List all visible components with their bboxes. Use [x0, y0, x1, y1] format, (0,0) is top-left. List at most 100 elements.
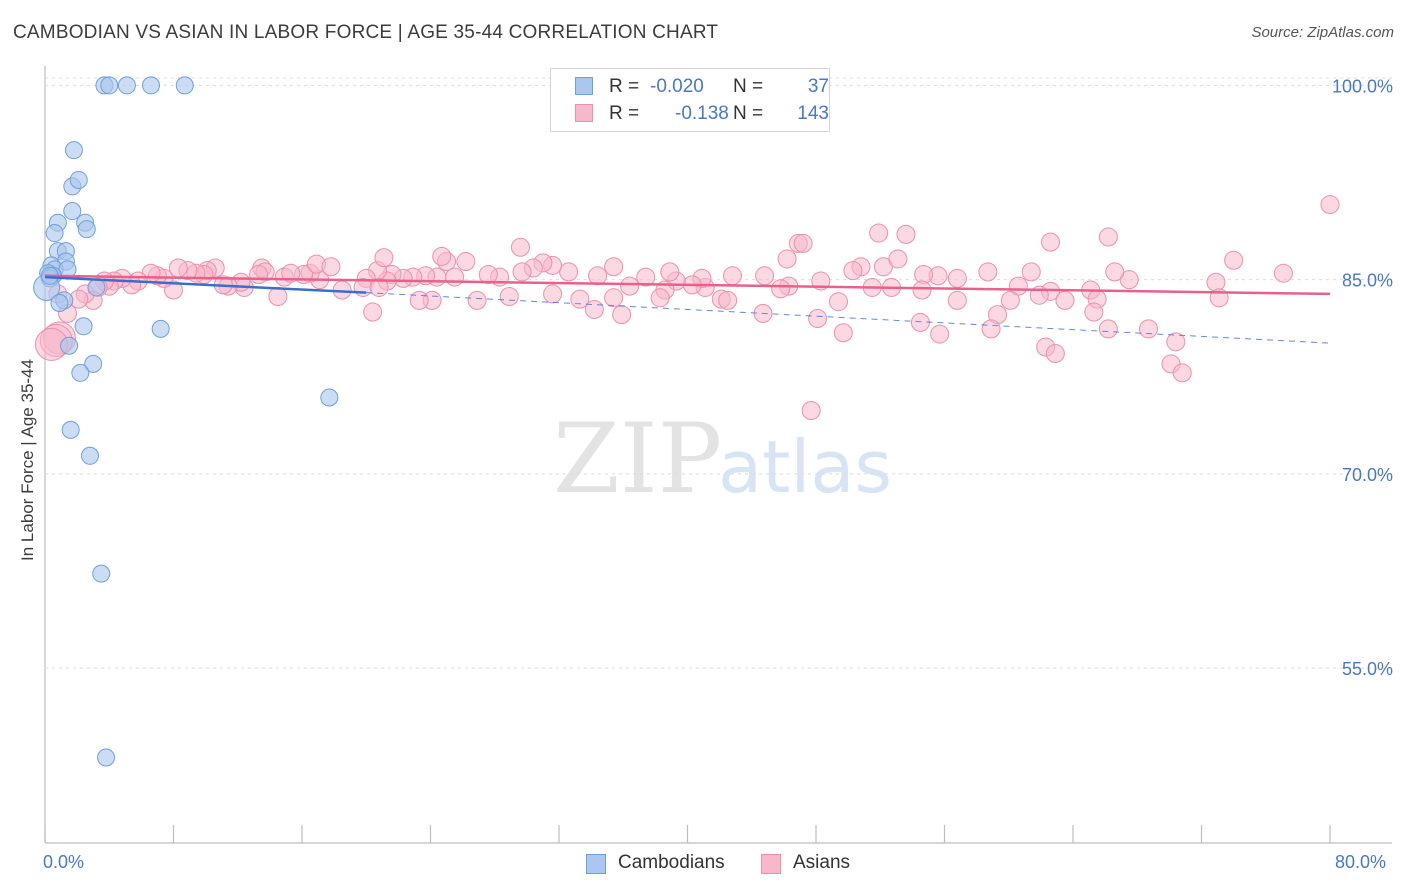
source-label: Source: ZipAtlas.com [1251, 24, 1394, 41]
legend-r-label: R = [609, 103, 640, 124]
legend-n-label: N = [733, 76, 764, 97]
asians-point [843, 261, 863, 281]
cambodians-point [87, 278, 106, 297]
cambodians-trend-line [44, 275, 367, 294]
asians-point [793, 233, 813, 253]
asians-point [512, 262, 532, 282]
asians-point [777, 249, 797, 269]
asians-point [620, 276, 640, 296]
cambodians-point [175, 76, 194, 95]
asians-point [1138, 319, 1158, 339]
asians-point [570, 289, 590, 309]
asians-point [321, 257, 341, 277]
cambodians-legend-swatch [586, 854, 606, 874]
cambodians-point [77, 220, 96, 239]
asians-point [1172, 363, 1192, 383]
asians-point [588, 266, 608, 286]
asians-point [409, 290, 429, 310]
asians-point [1224, 250, 1244, 270]
asians-point [896, 224, 916, 244]
asians-point [432, 246, 452, 266]
asians-point [947, 268, 967, 288]
asians-point [268, 287, 288, 307]
asians-point [1045, 343, 1065, 363]
asians-point [869, 223, 889, 243]
legend-n-value: 143 [797, 103, 829, 124]
cambodians-point [60, 336, 79, 355]
cambodians-point [74, 317, 93, 336]
asians-point [510, 237, 530, 257]
legend-r-value: -0.138 [675, 103, 729, 124]
asians-point [559, 262, 579, 282]
cambodians-point [69, 170, 88, 189]
asians-swatch [575, 104, 593, 122]
cambodians-point [320, 388, 339, 407]
asians-point [369, 277, 389, 297]
watermark-zip: ZIP [553, 403, 722, 515]
chart-title: CAMBODIAN VS ASIAN IN LABOR FORCE | AGE … [13, 22, 719, 43]
cambodians-point [97, 748, 116, 767]
asians-point [499, 287, 519, 307]
cambodians-point [50, 293, 69, 312]
asians-legend-label: Asians [793, 852, 851, 873]
asians-point [1055, 290, 1075, 310]
asians-point [374, 248, 394, 268]
y-tick-label: 85.0% [1342, 271, 1393, 291]
cambodians-point [61, 420, 80, 439]
y-tick-label: 55.0% [1342, 659, 1393, 679]
asians-point [604, 288, 624, 308]
cambodians-point [63, 202, 82, 221]
cambodians-point [142, 76, 161, 95]
asians-point [650, 288, 670, 308]
asians-point [1098, 227, 1118, 247]
asians-point [981, 319, 1001, 339]
asians-point [1098, 319, 1118, 339]
asians-point [808, 309, 828, 329]
cambodians-point [64, 141, 83, 160]
asians-point [930, 324, 950, 344]
cambodians-point [151, 319, 170, 338]
asians-point [978, 262, 998, 282]
cambodians-point [100, 76, 119, 95]
asians-point [1105, 262, 1125, 282]
asians-point [660, 262, 680, 282]
asians-point [363, 302, 383, 322]
y-tick-label: 70.0% [1342, 465, 1393, 485]
legend-n-label: N = [733, 103, 764, 124]
watermark-atlas: atlas [718, 425, 892, 509]
cambodians-point [84, 354, 103, 373]
asians-trend-line [44, 274, 1331, 296]
asians-point [771, 279, 791, 299]
asians-point [1206, 272, 1226, 292]
asians-point [1320, 195, 1340, 215]
asians-point [912, 280, 932, 300]
asians-point [888, 249, 908, 269]
asians-point [1041, 232, 1061, 252]
cambodians-point [80, 446, 99, 465]
x-tick-label-min: 0.0% [43, 852, 85, 872]
asians-point [636, 267, 656, 287]
cambodians-point [71, 363, 90, 382]
asians-point [456, 252, 476, 272]
asians-point [718, 290, 738, 310]
cambodians-swatch [575, 77, 593, 95]
asians-point [722, 266, 742, 286]
asians-point [281, 263, 301, 283]
cambodians-point [117, 76, 136, 95]
asians-point [947, 290, 967, 310]
asians-point [478, 264, 498, 284]
asians-point [1000, 290, 1020, 310]
cambodians-point [45, 224, 64, 243]
legend-r-value: -0.020 [650, 76, 704, 97]
asians-point [249, 264, 269, 284]
asians-point [833, 323, 853, 343]
asians-point [755, 266, 775, 286]
y-tick-label: 100.0% [1332, 76, 1393, 96]
asians-point [1084, 302, 1104, 322]
asians-point [1166, 332, 1186, 352]
asians-point [828, 292, 848, 312]
legend-n-value: 37 [807, 76, 829, 97]
asians-point [604, 257, 624, 277]
asians-point [801, 400, 821, 420]
